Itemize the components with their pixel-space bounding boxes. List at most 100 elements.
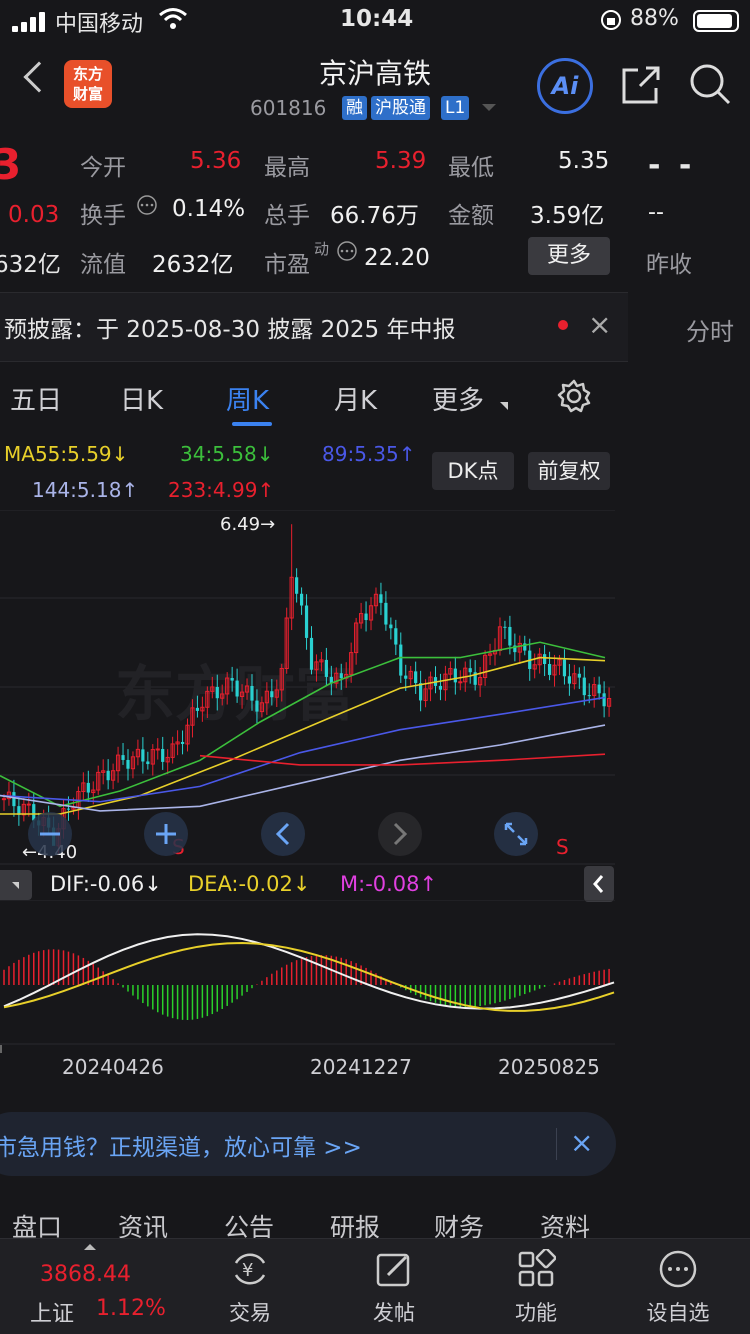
zoom-out-button[interactable] [28,812,72,856]
ma89-legend: 89:5.35↑ [322,442,416,466]
tab-research[interactable]: 研报 [330,1213,381,1242]
stock-name: 京沪高铁 [318,57,431,90]
candle [463,667,468,683]
tab-daily-k[interactable]: 日K [120,386,164,416]
candle [96,771,101,791]
share-icon[interactable] [620,64,662,106]
tags-expand-icon[interactable] [482,104,496,111]
candle [319,659,324,663]
intraday-tab[interactable]: 分时 [686,318,734,346]
candle [111,770,116,781]
candle [513,645,517,653]
clock: 10:44 [340,6,414,32]
candle [220,693,225,699]
tab-monthly-k[interactable]: 月K [334,386,378,416]
zoom-in-button[interactable] [144,812,188,856]
nav-trade[interactable]: ¥ 交易 [180,1239,320,1334]
candlestick-chart[interactable]: 东方财富 6.49→ ←4.40 S S [0,510,615,865]
ai-button[interactable]: Ai [537,58,593,114]
index-value[interactable]: 3868.44 [40,1262,131,1287]
candle [215,686,219,699]
candle [26,803,31,806]
search-icon[interactable] [688,62,732,106]
open-value: 5.36 [190,148,242,174]
candle [101,770,106,773]
info-icon[interactable] [136,194,158,216]
float-cap-value: 2632亿 [152,252,234,278]
candle [399,644,403,676]
pe-value: 22.20 [364,245,430,271]
adjust-button[interactable]: 前复权 [528,452,610,490]
candle [210,686,215,692]
notice-close-icon[interactable]: × [588,308,612,341]
tab-profile[interactable]: 资料 [540,1213,591,1242]
collapse-button[interactable] [584,866,614,902]
edit-icon [376,1253,410,1287]
tab-announcements[interactable]: 公告 [224,1213,275,1242]
bottom-nav: ¥ 交易 发帖 功能 设自选 [0,1238,750,1334]
candle [17,806,21,815]
candle [582,677,586,696]
candle [185,724,190,745]
fullscreen-button[interactable] [494,812,538,856]
tab-weekly-k[interactable]: 周K [226,386,270,416]
dea-legend: DEA:-0.02↓ [188,872,311,896]
ma89-line [0,696,606,803]
notice-bar[interactable] [0,292,628,362]
tab-orderbook[interactable]: 盘口 [12,1213,63,1242]
nav-post[interactable]: 发帖 [324,1239,464,1334]
index-expand-icon[interactable] [84,1244,96,1250]
ad-close-icon[interactable]: × [570,1126,594,1159]
scroll-right-button[interactable] [378,812,422,856]
candle [239,691,245,697]
tab-five-day[interactable]: 五日 [10,386,63,416]
index-change[interactable]: 1.12% [96,1296,166,1321]
signal-s: S [556,835,569,859]
nav-functions[interactable]: 功能 [466,1239,606,1334]
candle [299,593,304,606]
candle [602,693,606,707]
candle [384,602,388,625]
pe-superscript: 动 [314,240,330,258]
more-dots-icon [659,1250,697,1288]
caret-icon [12,882,19,889]
ad-text[interactable]: 市急用钱？正规渠道，放心可靠 >> [0,1135,362,1161]
candle [379,594,383,603]
right-value-placeholder-2: -- [648,200,664,225]
notice-text[interactable]: 预披露：于 2025-08-30 披露 2025 年中报 [4,317,456,343]
ma-lines [0,641,606,815]
tab-news[interactable]: 资讯 [118,1213,169,1242]
candle [205,690,210,708]
tab-financials[interactable]: 财务 [434,1213,485,1242]
high-label: 最高 [264,155,310,181]
volume-value: 66.76万 [330,203,419,229]
ma233-line [199,753,606,766]
info-icon[interactable] [336,240,358,262]
candle [562,659,567,677]
candle [259,702,265,713]
nav-post-label: 发帖 [373,1301,415,1325]
macd-m-legend: M:-0.08↑ [340,872,438,896]
candle [448,668,453,675]
turnover-value: 0.14% [172,196,246,222]
nav-add-watchlist[interactable]: 设自选 [608,1239,748,1334]
tab-more[interactable]: 更多 [432,386,485,416]
candle [503,626,507,628]
more-button[interactable]: 更多 [528,237,610,275]
candle [255,700,259,712]
candle [1,798,7,801]
index-name[interactable]: 上证 [30,1302,75,1327]
nav-trade-label: 交易 [229,1301,271,1325]
dk-point-button[interactable]: DK点 [432,452,514,490]
open-label: 今开 [80,155,126,181]
amount-label: 金额 [448,203,494,229]
candle [349,652,354,675]
ad-banner[interactable] [0,1112,616,1176]
indicator-dropdown[interactable] [0,870,32,900]
macd-chart[interactable] [0,900,615,1045]
candle [408,670,413,680]
candle [552,664,557,676]
svg-text:¥: ¥ [242,1260,253,1281]
gear-icon[interactable] [556,378,592,414]
scroll-left-button[interactable] [261,812,305,856]
